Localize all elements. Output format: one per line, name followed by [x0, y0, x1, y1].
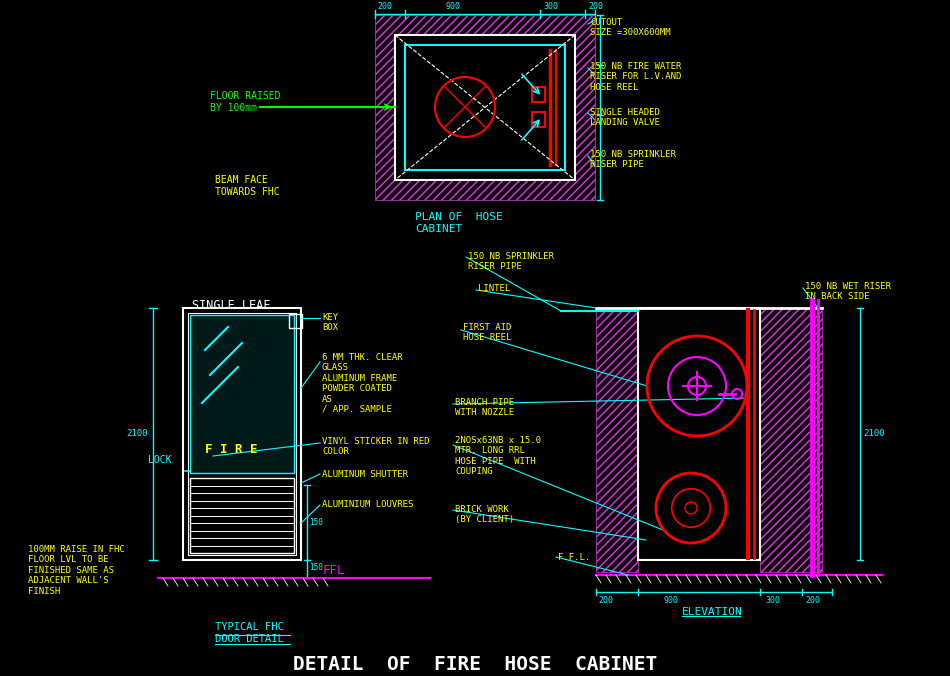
- Text: 2NOSx63NB x 15.0
MTR. LONG RRL
HOSE PIPE  WITH
COUPING: 2NOSx63NB x 15.0 MTR. LONG RRL HOSE PIPE…: [455, 436, 541, 476]
- Text: BRANCH PIPE
WITH NOZZLE: BRANCH PIPE WITH NOZZLE: [455, 398, 514, 417]
- Text: 200: 200: [598, 596, 613, 605]
- Text: F.F.L.: F.F.L.: [558, 553, 590, 562]
- Text: DETAIL  OF  FIRE  HOSE  CABINET: DETAIL OF FIRE HOSE CABINET: [293, 655, 657, 674]
- Text: 200: 200: [805, 596, 820, 605]
- Text: 300: 300: [765, 596, 780, 605]
- Text: ELEVATION: ELEVATION: [682, 607, 743, 617]
- Text: TYPICAL FHC
DOOR DETAIL: TYPICAL FHC DOOR DETAIL: [215, 622, 284, 644]
- Text: FFL: FFL: [323, 564, 346, 577]
- Bar: [638, 308, 760, 560]
- Bar: [638, 308, 760, 560]
- Text: LOCK: LOCK: [148, 455, 172, 465]
- Text: SINGLE LEAF: SINGLE LEAF: [192, 299, 271, 312]
- Bar: [532, 87, 545, 102]
- Text: VINYL STICKER IN RED
COLOR: VINYL STICKER IN RED COLOR: [322, 437, 429, 456]
- Text: F I R E: F I R E: [205, 443, 257, 456]
- Text: 150: 150: [309, 518, 323, 527]
- Text: 200: 200: [588, 2, 603, 11]
- Text: BEAM FACE
TOWARDS FHC: BEAM FACE TOWARDS FHC: [215, 175, 279, 197]
- Bar: [596, 308, 638, 572]
- Bar: [188, 313, 296, 555]
- Text: ALUMINIUM LOUVRES: ALUMINIUM LOUVRES: [322, 500, 413, 509]
- Text: 100MM RAISE IN FHC
FLOOR LVL TO BE
FINISHED SAME AS
ADJACENT WALL'S
FINISH: 100MM RAISE IN FHC FLOOR LVL TO BE FINIS…: [28, 545, 124, 596]
- Text: 300: 300: [543, 2, 558, 11]
- Text: ALUMINUM SHUTTER: ALUMINUM SHUTTER: [322, 470, 408, 479]
- Bar: [760, 308, 822, 572]
- Text: 900: 900: [445, 2, 460, 11]
- Bar: [190, 315, 294, 473]
- Bar: [183, 308, 301, 560]
- Text: 2100: 2100: [126, 429, 148, 439]
- Text: 2100: 2100: [863, 429, 884, 439]
- Text: SINGLE HEADED
LANDING VALVE: SINGLE HEADED LANDING VALVE: [590, 108, 660, 127]
- Text: FIRST AID
HOSE REEL: FIRST AID HOSE REEL: [463, 323, 511, 343]
- Text: 150 NB SPRINKLER
RISER PIPE: 150 NB SPRINKLER RISER PIPE: [590, 150, 676, 170]
- Bar: [375, 15, 595, 200]
- Text: 150 NB FIRE WATER
RISER FOR L.V.AND
HOSE REEL: 150 NB FIRE WATER RISER FOR L.V.AND HOSE…: [590, 62, 681, 92]
- Text: BRICK WORK
(BY CLIENT): BRICK WORK (BY CLIENT): [455, 505, 514, 525]
- Bar: [190, 478, 294, 553]
- Bar: [532, 112, 545, 127]
- Text: KEY
BOX: KEY BOX: [322, 313, 338, 333]
- Text: PLAN OF  HOSE
CABINET: PLAN OF HOSE CABINET: [415, 212, 503, 234]
- Bar: [395, 35, 575, 180]
- Text: 200: 200: [377, 2, 392, 11]
- Text: FLOOR RAISED
BY 100mm: FLOOR RAISED BY 100mm: [210, 91, 280, 113]
- Text: 900: 900: [663, 596, 678, 605]
- Bar: [289, 314, 302, 328]
- Text: 6 MM THK. CLEAR
GLASS
ALUMINUM FRAME
POWDER COATED
AS
/ APP. SAMPLE: 6 MM THK. CLEAR GLASS ALUMINUM FRAME POW…: [322, 353, 403, 414]
- Text: 150: 150: [309, 563, 323, 572]
- Text: 150 NB WET RISER
IN BACK SIDE: 150 NB WET RISER IN BACK SIDE: [805, 282, 891, 301]
- Text: 150 NB SPRINKLER
RISER PIPE: 150 NB SPRINKLER RISER PIPE: [468, 252, 554, 271]
- Text: LINTEL: LINTEL: [478, 284, 510, 293]
- Text: CUTOUT
SIZE =300X600MM: CUTOUT SIZE =300X600MM: [590, 18, 671, 37]
- Bar: [405, 45, 565, 170]
- Bar: [395, 35, 575, 180]
